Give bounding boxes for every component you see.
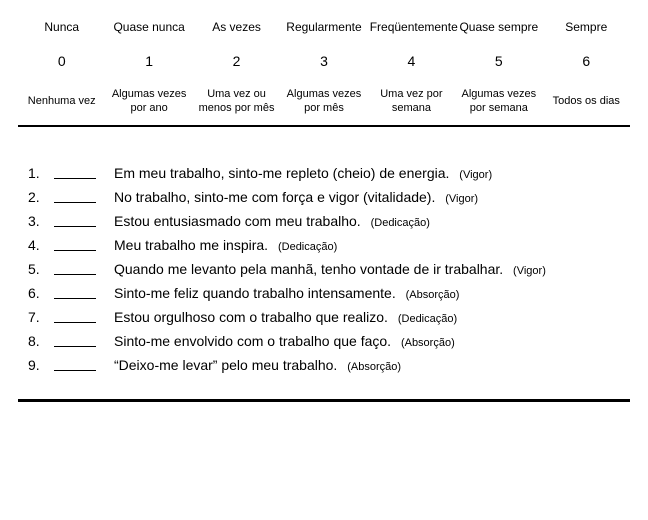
scale-header-cell: As vezes — [193, 12, 280, 43]
question-row: 3. Estou entusiasmado com meu trabalho. … — [28, 213, 630, 229]
question-statement: “Deixo-me levar” pelo meu trabalho. — [114, 357, 337, 373]
question-text: Em meu trabalho, sinto-me repleto (cheio… — [114, 165, 630, 181]
question-dimension: (Dedicação) — [371, 217, 430, 229]
question-number: 1. — [28, 165, 52, 181]
question-number: 5. — [28, 261, 52, 277]
scale-number-row: 0 1 2 3 4 5 6 — [18, 43, 630, 81]
question-dimension: (Vigor) — [459, 169, 492, 181]
questions-list: 1. Em meu trabalho, sinto-me repleto (ch… — [18, 165, 630, 402]
scale-number-cell: 5 — [455, 43, 542, 81]
scale-desc-cell: Uma vez por semana — [368, 81, 455, 127]
question-number: 8. — [28, 333, 52, 349]
scale-desc-cell: Algumas vezes por ano — [105, 81, 192, 127]
scale-header-cell: Nunca — [18, 12, 105, 43]
answer-blank[interactable] — [54, 333, 96, 347]
question-row: 8. Sinto-me envolvido com o trabalho que… — [28, 333, 630, 349]
scale-desc-cell: Algumas vezes por semana — [455, 81, 542, 127]
question-number: 7. — [28, 309, 52, 325]
question-number: 3. — [28, 213, 52, 229]
question-dimension: (Vigor) — [513, 265, 546, 277]
question-statement: Meu trabalho me inspira. — [114, 237, 268, 253]
answer-blank[interactable] — [54, 357, 96, 371]
scale-number-cell: 4 — [368, 43, 455, 81]
answer-blank[interactable] — [54, 285, 96, 299]
question-row: 4. Meu trabalho me inspira. (Dedicação) — [28, 237, 630, 253]
scale-number-cell: 0 — [18, 43, 105, 81]
scale-header-row: Nunca Quase nunca As vezes Regularmente … — [18, 12, 630, 43]
question-dimension: (Absorção) — [406, 289, 460, 301]
question-row: 1. Em meu trabalho, sinto-me repleto (ch… — [28, 165, 630, 181]
question-row: 5. Quando me levanto pela manhã, tenho v… — [28, 261, 630, 277]
question-dimension: (Dedicação) — [398, 313, 457, 325]
answer-blank[interactable] — [54, 309, 96, 323]
question-text: No trabalho, sinto-me com força e vigor … — [114, 189, 630, 205]
question-statement: Em meu trabalho, sinto-me repleto (cheio… — [114, 165, 449, 181]
question-statement: Sinto-me feliz quando trabalho intensame… — [114, 285, 396, 301]
question-text: Estou orgulhoso com o trabalho que reali… — [114, 309, 630, 325]
answer-blank[interactable] — [54, 189, 96, 203]
scale-desc-cell: Nenhuma vez — [18, 81, 105, 127]
question-dimension: (Dedicação) — [278, 241, 337, 253]
scale-number-cell: 1 — [105, 43, 192, 81]
scale-header-cell: Quase sempre — [455, 12, 542, 43]
answer-blank[interactable] — [54, 165, 96, 179]
question-text: Estou entusiasmado com meu trabalho. (De… — [114, 213, 630, 229]
question-text: Sinto-me envolvido com o trabalho que fa… — [114, 333, 630, 349]
question-dimension: (Vigor) — [445, 193, 478, 205]
scale-header-cell: Quase nunca — [105, 12, 192, 43]
scale-desc-cell: Todos os dias — [543, 81, 630, 127]
question-statement: Estou orgulhoso com o trabalho que reali… — [114, 309, 388, 325]
scale-header-cell: Regularmente — [280, 12, 367, 43]
scale-number-cell: 3 — [280, 43, 367, 81]
question-number: 9. — [28, 357, 52, 373]
question-row: 2. No trabalho, sinto-me com força e vig… — [28, 189, 630, 205]
scale-number-cell: 6 — [543, 43, 630, 81]
question-number: 4. — [28, 237, 52, 253]
question-row: 7. Estou orgulhoso com o trabalho que re… — [28, 309, 630, 325]
question-dimension: (Absorção) — [347, 361, 401, 373]
question-text: Quando me levanto pela manhã, tenho vont… — [114, 261, 630, 277]
scale-header-cell: Freqüentemente — [368, 12, 455, 43]
question-statement: No trabalho, sinto-me com força e vigor … — [114, 189, 435, 205]
question-row: 9. “Deixo-me levar” pelo meu trabalho. (… — [28, 357, 630, 373]
question-text: Meu trabalho me inspira. (Dedicação) — [114, 237, 630, 253]
question-statement: Sinto-me envolvido com o trabalho que fa… — [114, 333, 391, 349]
answer-blank[interactable] — [54, 261, 96, 275]
answer-blank[interactable] — [54, 213, 96, 227]
question-row: 6. Sinto-me feliz quando trabalho intens… — [28, 285, 630, 301]
question-statement: Estou entusiasmado com meu trabalho. — [114, 213, 361, 229]
question-dimension: (Absorção) — [401, 337, 455, 349]
question-text: “Deixo-me levar” pelo meu trabalho. (Abs… — [114, 357, 630, 373]
question-text: Sinto-me feliz quando trabalho intensame… — [114, 285, 630, 301]
question-statement: Quando me levanto pela manhã, tenho vont… — [114, 261, 503, 277]
scale-header-cell: Sempre — [543, 12, 630, 43]
question-number: 2. — [28, 189, 52, 205]
scale-table: Nunca Quase nunca As vezes Regularmente … — [18, 12, 630, 127]
scale-desc-cell: Algumas vezes por mês — [280, 81, 367, 127]
scale-number-cell: 2 — [193, 43, 280, 81]
answer-blank[interactable] — [54, 237, 96, 251]
scale-desc-cell: Uma vez ou menos por mês — [193, 81, 280, 127]
question-number: 6. — [28, 285, 52, 301]
scale-desc-row: Nenhuma vez Algumas vezes por ano Uma ve… — [18, 81, 630, 127]
